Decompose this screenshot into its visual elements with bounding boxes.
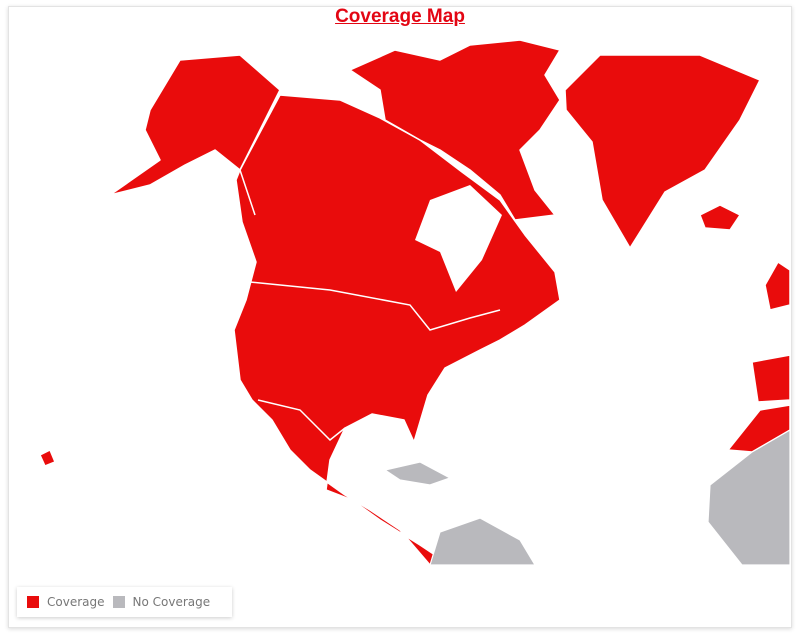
region-arctic-islands[interactable] xyxy=(349,39,561,221)
region-iberia[interactable] xyxy=(751,354,791,403)
hudson-bay xyxy=(415,185,502,292)
legend-item-no-coverage[interactable]: No Coverage xyxy=(112,595,211,609)
border-alaska-canada xyxy=(239,89,281,216)
region-caribbean[interactable] xyxy=(383,461,452,486)
region-south-america[interactable] xyxy=(429,517,537,566)
region-uk[interactable] xyxy=(764,261,791,311)
legend: Coverage No Coverage xyxy=(17,587,233,617)
coverage-swatch xyxy=(27,596,39,608)
region-alaska[interactable] xyxy=(109,54,281,196)
region-iceland[interactable] xyxy=(699,204,741,231)
region-morocco[interactable] xyxy=(727,404,791,453)
border-us-mexico xyxy=(257,399,346,442)
map-title: Coverage Map xyxy=(335,6,465,27)
legend-label: Coverage xyxy=(47,595,105,609)
no-coverage-swatch xyxy=(112,596,125,608)
border-canada-us xyxy=(249,281,501,331)
region-greenland[interactable] xyxy=(564,54,761,249)
region-hawaii[interactable] xyxy=(39,449,56,467)
region-africa[interactable] xyxy=(707,428,791,566)
legend-label: No Coverage xyxy=(132,595,211,609)
legend-item-coverage[interactable]: Coverage xyxy=(27,595,105,609)
